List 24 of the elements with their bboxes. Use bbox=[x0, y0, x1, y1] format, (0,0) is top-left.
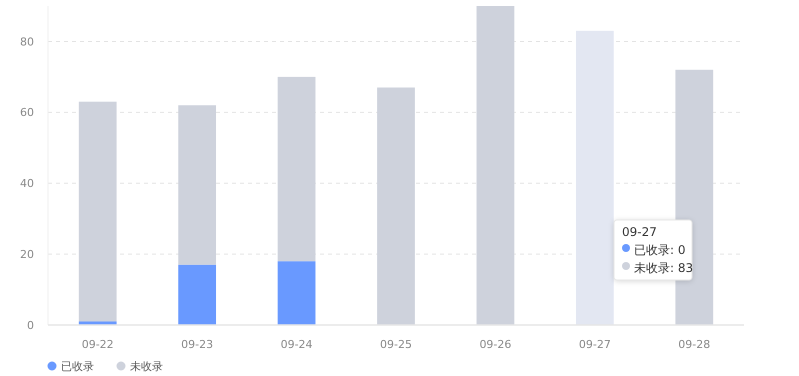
annotation: 未收录: 83 bbox=[634, 261, 694, 275]
x-tick-label: 09-27 bbox=[578, 338, 611, 351]
x-tick-label: 09-26 bbox=[479, 338, 512, 351]
y-tick-label: 80 bbox=[20, 35, 34, 48]
legend-label: 已收录 bbox=[61, 360, 94, 373]
bar bbox=[78, 102, 117, 322]
bar bbox=[178, 264, 216, 325]
bar bbox=[278, 261, 316, 325]
bar bbox=[178, 105, 216, 265]
x-tick-label: 09-25 bbox=[380, 338, 412, 351]
y-tick-label: 20 bbox=[20, 248, 34, 261]
annotation: 09-27 bbox=[622, 225, 657, 239]
y-tick-label: 40 bbox=[20, 177, 34, 190]
x-tick-label: 09-22 bbox=[82, 338, 114, 351]
annotation: 已收录: 0 bbox=[634, 243, 686, 257]
bar bbox=[278, 76, 316, 262]
x-tick-label: 09-24 bbox=[280, 338, 313, 351]
y-tick-label: 0 bbox=[27, 318, 34, 332]
x-tick-label: 09-28 bbox=[678, 338, 710, 351]
x-tick-label: 09-23 bbox=[181, 338, 214, 351]
y-tick-label: 60 bbox=[20, 106, 34, 120]
bar bbox=[476, 6, 514, 325]
bar bbox=[377, 88, 415, 325]
legend-label: 未收录 bbox=[130, 360, 163, 373]
